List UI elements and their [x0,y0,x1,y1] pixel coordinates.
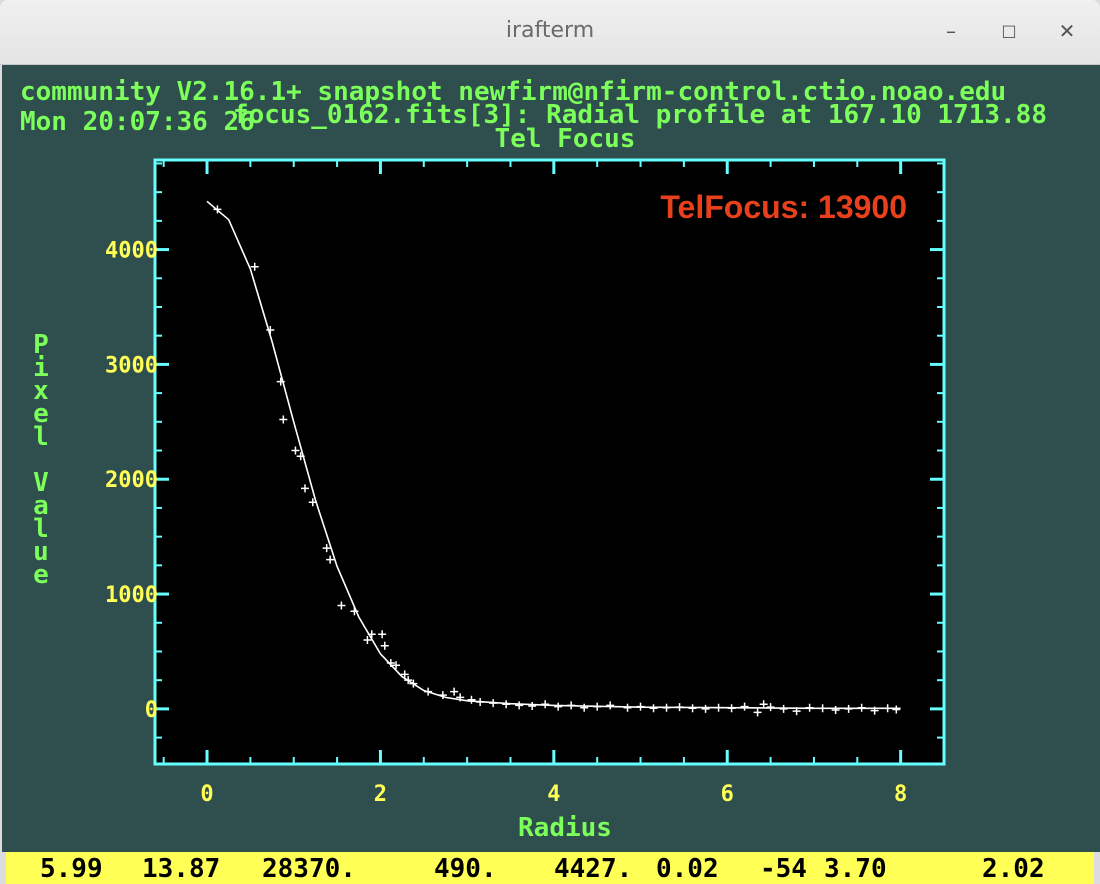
data-point [502,700,511,709]
status-value: 3.70 [824,854,887,884]
data-point [701,704,710,713]
data-point [363,635,372,644]
data-point [266,325,275,334]
data-point [779,704,788,713]
y-tick-label: 4000 [105,239,158,264]
data-point [662,703,671,712]
data-point [378,630,387,639]
data-point [296,452,305,461]
data-point [380,641,389,650]
data-point [883,704,892,713]
data-point [400,670,409,679]
status-bar: 5.99 13.87 28370. 490. 4427. 0.02 -54 3.… [6,852,1094,884]
data-point [409,679,418,688]
status-value: 5.99 [40,854,103,884]
data-point [818,704,827,713]
data-point [456,693,465,702]
data-point [857,703,866,712]
data-point [766,703,775,712]
data-point [753,708,762,717]
data-point [322,544,331,553]
data-point [759,700,768,709]
data-point [541,700,550,709]
data-point [636,702,645,711]
window-title: irafterm [505,18,595,43]
status-value: -54 [760,854,807,884]
data-point [350,607,359,616]
x-axis-label: Radius [518,813,612,843]
data-point [291,446,300,455]
data-point [727,704,736,713]
telfocus-overlay: TelFocus: 13900 [660,189,907,225]
data-point [892,705,901,714]
data-point [805,703,814,712]
x-tick-label: 0 [200,782,213,807]
status-value: 13.87 [142,854,221,884]
data-point [831,706,840,715]
chart-subtitle: Tel Focus [495,124,636,154]
data-point [279,415,288,424]
data-point [714,703,723,712]
data-point [489,699,498,708]
data-point [300,484,309,493]
data-point [424,687,433,696]
y-tick-label: 2000 [105,468,158,493]
data-point [404,676,413,685]
status-value: 4427. [554,854,633,884]
data-points [213,205,901,717]
x-tick-label: 8 [894,782,907,807]
data-point [844,704,853,713]
data-point [467,695,476,704]
chart-title: focus_0162.fits[3]: Radial profile at 16… [233,100,1047,130]
data-point [580,703,589,712]
status-value: 2.02 [982,854,1045,884]
data-point [567,701,576,710]
data-point [606,701,615,710]
data-point [649,704,658,713]
close-icon[interactable]: ✕ [1058,19,1076,43]
data-point [392,661,401,670]
data-point [528,702,537,711]
x-tick-label: 6 [721,782,734,807]
data-point [870,706,879,715]
data-point [554,702,563,711]
terminal-line-1: community V2.16.1+ snapshot newfirm@nfir… [20,77,1006,107]
data-point [740,702,749,711]
radial-profile-chart: community V2.16.1+ snapshot newfirm@nfir… [20,77,1047,843]
plot-area [155,160,944,764]
axes [153,158,946,766]
data-point [450,687,459,696]
data-point [276,377,285,386]
terminal-line-2: Mon 20:07:36 26 [20,107,255,137]
y-tick-label: 3000 [105,353,158,378]
data-point [308,498,317,507]
maximize-icon[interactable]: □ [1001,21,1017,40]
data-point [438,691,447,700]
status-value: 490. [434,854,497,884]
data-point [675,703,684,712]
data-point [250,262,259,271]
data-point [476,697,485,706]
data-point [515,701,524,710]
data-point [326,555,335,564]
data-point [337,601,346,610]
data-point [623,703,632,712]
status-value: 28370. [262,854,356,884]
title-bar: irafterm – □ ✕ [0,0,1100,65]
data-point [386,658,395,667]
x-tick-label: 4 [547,782,560,807]
data-point [688,704,697,713]
data-point [213,205,222,214]
data-point [593,702,602,711]
data-point [792,707,801,716]
data-point [367,630,376,639]
axes-frame [153,158,946,766]
status-value: 0.02 [656,854,719,884]
y-tick-label: 1000 [105,583,158,608]
minimize-icon[interactable]: – [946,19,956,43]
y-tick-label: 0 [145,698,158,723]
tick-labels: 0 2 4 6 8 0 1000 2000 3000 4000 [105,239,907,807]
x-tick-label: 2 [374,782,387,807]
